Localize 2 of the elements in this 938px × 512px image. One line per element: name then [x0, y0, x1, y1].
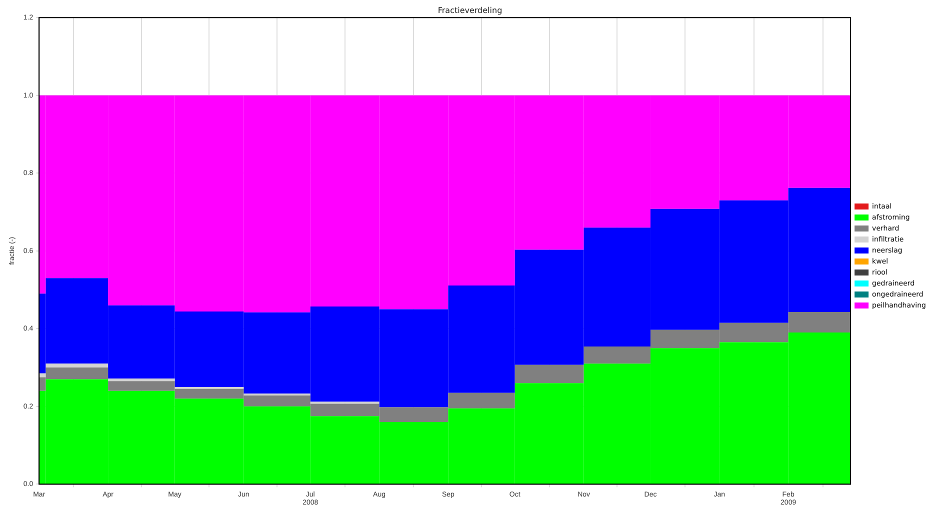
bar	[108, 378, 175, 382]
chart-title: Fractieverdeling	[438, 6, 502, 15]
